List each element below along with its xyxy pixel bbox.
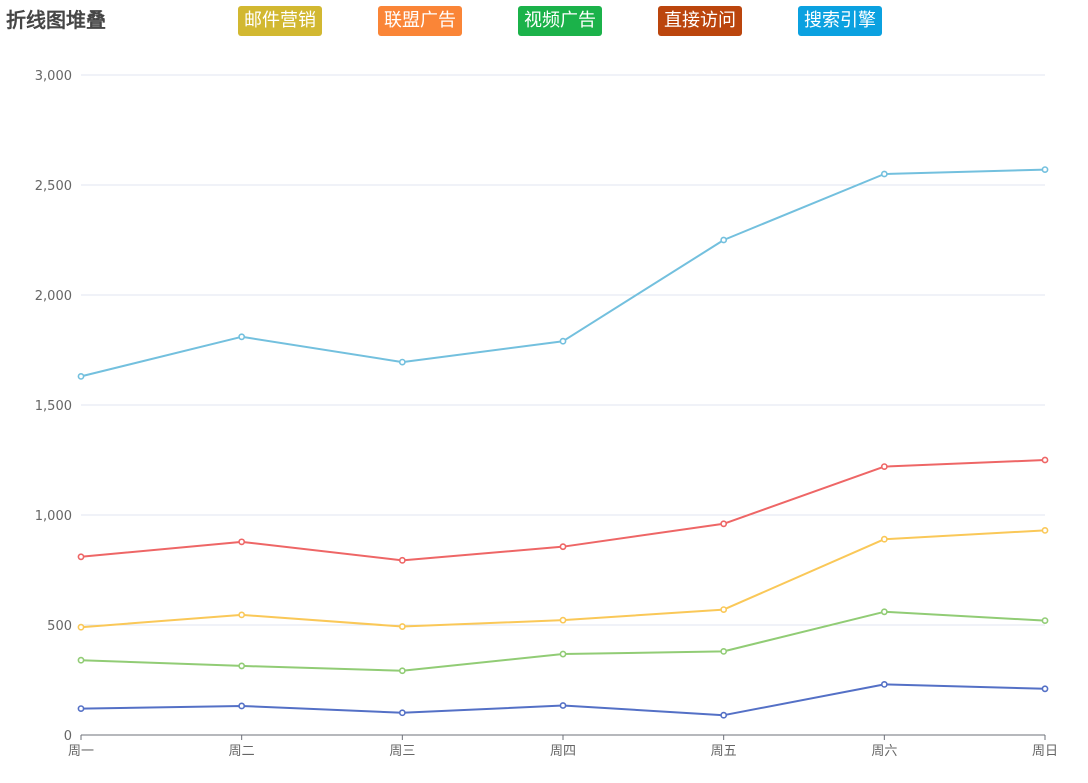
data-point[interactable] [398,667,406,675]
data-point[interactable] [1041,617,1049,624]
legend-item-email-marketing[interactable]: 邮件营销 [238,6,322,36]
data-point[interactable] [559,702,567,709]
data-point[interactable] [77,705,85,712]
x-tick-label: 周三 [389,744,415,759]
data-point[interactable] [238,702,246,710]
x-tick-label: 周五 [711,744,737,759]
data-point[interactable] [720,520,728,528]
y-tick-label: 3,000 [35,69,72,84]
x-tick-label: 周一 [68,744,94,759]
data-point[interactable] [238,333,246,341]
grid-lines [81,74,1045,626]
y-tick-label: 500 [47,619,72,634]
data-point[interactable] [880,170,888,178]
y-tick-label: 1,000 [35,509,72,524]
data-point[interactable] [1041,166,1049,173]
legend: 邮件营销 联盟广告 视频广告 直接访问 搜索引擎 [0,6,1088,38]
data-point[interactable] [398,556,406,564]
data-point[interactable] [238,611,246,619]
data-point[interactable] [77,656,85,664]
data-point[interactable] [238,662,246,670]
data-point[interactable] [559,616,567,624]
data-point[interactable] [77,372,85,380]
x-tick-label: 周六 [871,744,897,759]
y-tick-label: 1,500 [35,399,72,414]
series-5 [77,166,1049,380]
data-point[interactable] [398,709,406,717]
legend-item-video-ads[interactable]: 视频广告 [518,6,602,36]
y-tick-label: 2,500 [35,179,72,194]
series-lines [77,166,1049,719]
data-point[interactable] [1041,527,1049,534]
x-tick-label: 周二 [229,744,255,759]
data-point[interactable] [559,337,567,345]
data-point[interactable] [77,623,85,631]
series-3 [77,527,1049,631]
data-point[interactable] [720,606,728,613]
axes: 0 500 1,000 1,500 2,000 2,500 3,000 周一 周二 周三 周四 周五 周… [35,69,1058,759]
x-tick-label: 周日 [1032,744,1058,759]
y-tick-label: 2,000 [35,289,72,304]
data-point[interactable] [398,623,406,630]
chart-title: 折线图堆叠 [6,8,106,32]
legend-item-direct-access[interactable]: 直接访问 [658,6,742,36]
data-point[interactable] [880,608,888,616]
x-tick-label: 周四 [550,744,576,759]
series-line [80,168,1046,378]
data-point[interactable] [559,543,567,551]
data-point[interactable] [559,650,567,658]
series-line [80,683,1046,717]
data-point[interactable] [720,648,728,655]
data-point[interactable] [1041,456,1049,464]
data-point[interactable] [880,463,888,470]
legend-item-search-engine[interactable]: 搜索引擎 [798,6,882,36]
data-point[interactable] [398,358,406,366]
data-point[interactable] [720,711,728,719]
legend-item-affiliate-ads[interactable]: 联盟广告 [378,6,462,36]
series-2 [77,608,1049,675]
data-point[interactable] [77,553,85,561]
data-point[interactable] [1041,685,1049,693]
y-tick-label: 0 [64,729,72,744]
data-point[interactable] [880,681,888,688]
data-point[interactable] [880,535,888,543]
data-point[interactable] [238,538,246,546]
series-1 [77,681,1049,719]
series-4 [77,456,1049,564]
data-point[interactable] [720,236,728,244]
